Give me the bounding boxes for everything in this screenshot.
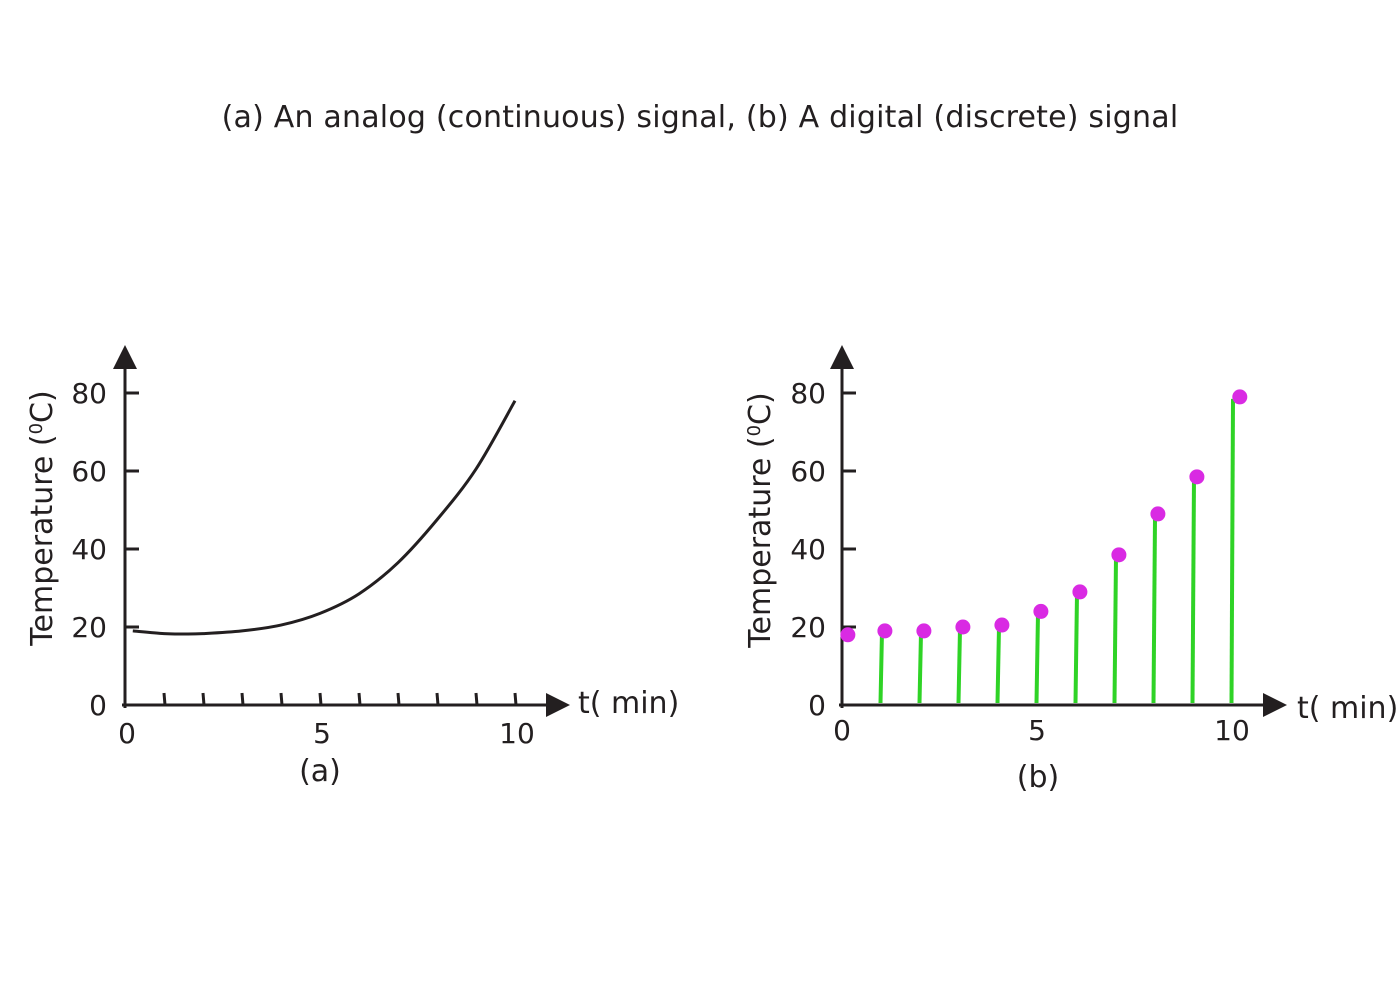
chart-b-caption: (b) <box>1017 760 1059 795</box>
chart-b-sample-stem <box>917 632 923 704</box>
chart-a-y-tick-label: 40 <box>71 533 107 566</box>
chart-a-x-tick <box>513 692 518 706</box>
chart-b-sample-stem <box>1112 556 1118 704</box>
chart-b-y-axis-arrow <box>830 345 854 369</box>
chart-b-sample-point <box>1033 603 1049 619</box>
chart-a-x-tick <box>279 692 284 706</box>
chart-b-sample-point <box>1111 547 1127 563</box>
chart-a-x-tick-label: 10 <box>499 717 535 750</box>
chart-a-x-tick <box>396 692 401 706</box>
chart-a-y-axis-label: Temperature (0C) <box>25 390 60 646</box>
chart-a-signal-curve <box>132 400 517 636</box>
chart-b-sample-point <box>1232 389 1248 405</box>
chart-a-analog: Temperature (0C) t( min) (a) 0 20 40 60 80 0 5… <box>25 345 679 789</box>
chart-b-x-tick-label: 10 <box>1214 714 1250 747</box>
chart-b-y-tick-label: 80 <box>790 377 826 410</box>
chart-a-y-tick-label: 0 <box>89 689 107 722</box>
chart-b-digital: Temperature (0C) t( min) (b) 0 20 40 60 80 0 5… <box>743 345 1398 795</box>
chart-a-y-tick-label: 20 <box>71 611 107 644</box>
chart-b-y-tick-label: 60 <box>790 455 826 488</box>
chart-b-sample-stem <box>1151 517 1157 704</box>
figure-title: (a) An analog (continuous) signal, (b) A… <box>221 100 1179 135</box>
chart-a-x-axis-label: t( min) <box>578 686 679 721</box>
chart-b-sample-point <box>994 617 1010 633</box>
chart-a-y-tick-label: 80 <box>71 377 107 410</box>
chart-b-y-tick-label: 20 <box>790 611 826 644</box>
chart-b-sample-point <box>1150 506 1166 522</box>
chart-b-sample-point <box>1072 584 1088 600</box>
chart-b-sample-stem <box>1073 593 1079 704</box>
chart-b-x-axis-arrow <box>1263 693 1287 717</box>
chart-a-x-tick <box>357 692 362 706</box>
chart-b-sample-point <box>955 619 971 635</box>
chart-b-sample-point <box>877 623 893 639</box>
chart-b-sample-stem <box>1229 398 1235 704</box>
chart-b-sample-stem <box>878 630 884 704</box>
chart-b-sample-point <box>1189 469 1205 485</box>
chart-b-sample-point <box>840 627 856 643</box>
chart-a-x-axis-arrow <box>546 693 570 717</box>
chart-a-x-tick <box>240 692 245 706</box>
chart-a-x-tick <box>162 692 167 706</box>
chart-b-y-axis-label: Temperature (0C) <box>743 392 778 648</box>
chart-a-x-tick <box>201 692 206 706</box>
chart-b-sample-stem <box>1190 476 1196 704</box>
chart-a-x-tick-label: 5 <box>313 717 331 750</box>
chart-b-x-tick-label: 5 <box>1028 714 1046 747</box>
chart-b-sample-stem <box>995 626 1001 704</box>
chart-b-sample-stem <box>956 628 962 704</box>
chart-a-x-tick-label: 0 <box>118 717 136 750</box>
chart-a-x-tick <box>474 692 479 706</box>
chart-b-x-tick-label: 0 <box>833 714 851 747</box>
chart-a-x-tick <box>435 692 440 706</box>
chart-a-y-axis-arrow <box>113 345 137 369</box>
chart-a-x-tick <box>318 692 323 706</box>
chart-a-caption: (a) <box>299 754 341 789</box>
chart-b-sample-stem <box>1034 613 1040 704</box>
chart-b-y-tick-label: 40 <box>790 533 826 566</box>
chart-b-sample-point <box>916 623 932 639</box>
chart-b-y-tick-label: 0 <box>808 689 826 722</box>
chart-b-x-axis-label: t( min) <box>1297 691 1398 726</box>
chart-a-y-tick-label: 60 <box>71 455 107 488</box>
